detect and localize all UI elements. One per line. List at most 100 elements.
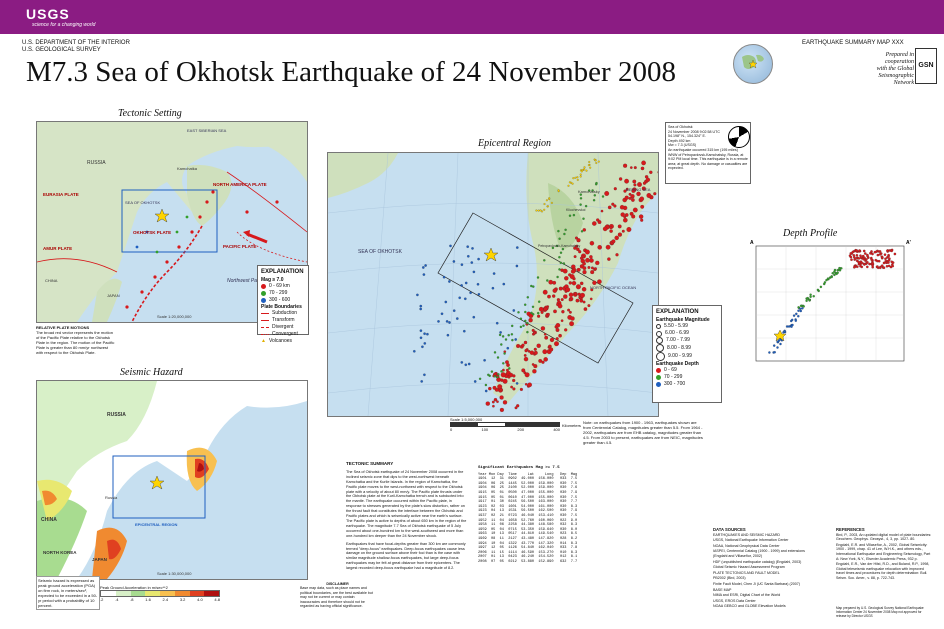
boundary-label: Divergent	[272, 324, 294, 330]
shallow-quake	[540, 326, 546, 331]
profile-shallow-quake	[881, 256, 884, 259]
mag-label: 7.00 - 7.99	[666, 337, 690, 343]
source-line: NIMA and ESRI, Digital Chart of the Worl…	[713, 593, 781, 598]
profile-deep-quake	[797, 314, 800, 318]
deep-quake	[471, 247, 474, 250]
shallow-quake	[547, 294, 551, 299]
shallow-quake	[499, 395, 504, 400]
boundary-label: Transform	[272, 317, 295, 323]
map-footer: Map prepared by U.S. Geological Survey N…	[836, 606, 924, 618]
intermediate-quake	[496, 375, 499, 379]
epi-scale-label: Scale 1:5,000,000	[450, 417, 483, 422]
intermediate-quake	[510, 333, 514, 336]
hazard-label-russia-2: Russia	[105, 495, 118, 500]
source-line: NOAA, National Geophysical Data Center	[713, 543, 780, 548]
scale-tick: 400	[553, 427, 560, 432]
profile-deep-quake	[776, 340, 779, 344]
hazard-scale: Scale 1:30,000,000	[157, 571, 192, 576]
depth-label: 70 - 299	[269, 290, 288, 296]
intermediate-quake	[526, 330, 529, 334]
epicentral-quakes	[413, 158, 658, 412]
intermediate-quake	[568, 214, 572, 217]
profile-label-a: A	[750, 240, 754, 246]
profile-shallow-quake	[866, 253, 869, 257]
sources-list: EARTHQUAKES AND SEISMIC HAZARD USGS, Nati…	[713, 533, 813, 609]
coop-line-2: cooperation	[885, 59, 914, 65]
shallow-quake	[493, 397, 498, 402]
table-row: 1923 04 13 1531 56.500 162.500 030 7.9	[478, 509, 578, 514]
deep-quake	[419, 329, 423, 333]
shallow-quake	[560, 298, 564, 302]
intermediate-quake	[562, 262, 566, 265]
epicentral-map[interactable]: SEA OF OKHOTSK Kamchatsky BERING SEA NOR…	[327, 152, 659, 417]
shallow-quake	[561, 310, 565, 314]
shallow-quake	[617, 224, 622, 229]
tectonic-legend-depth-1: 70 - 299	[261, 290, 305, 297]
epi-depth-row: 300 - 700	[656, 381, 718, 388]
deep-quake	[477, 293, 481, 296]
summary-title: TECTONIC SUMMARY	[346, 461, 394, 466]
shallow-quake	[589, 255, 593, 259]
profile-intermediate-quake	[802, 305, 805, 308]
shallow-quake	[578, 296, 582, 300]
profile-shallow-quake	[849, 252, 853, 255]
shallow-quake	[562, 268, 568, 274]
pga-swatch	[101, 591, 116, 596]
mag-label: 6.00 - 6.99	[665, 330, 689, 336]
depth-label: 300 - 700	[664, 381, 686, 387]
summary-paragraph-1: The Sea of Okhotsk earthquake of 24 Nove…	[346, 469, 467, 538]
volcano-marker	[545, 199, 548, 202]
coop-line-4: Seismographic	[878, 73, 914, 79]
intermediate-quake	[500, 370, 503, 373]
epi-label-kliuchevskoi: Kliuchevskoi	[566, 208, 586, 212]
shallow-quake	[587, 266, 591, 269]
focal-mechanism-beachball-icon[interactable]	[728, 126, 750, 148]
intermediate-quake	[559, 251, 563, 254]
profile-deep-quake	[794, 319, 798, 322]
profile-intermediate-quake	[825, 278, 828, 282]
shallow-quake	[573, 255, 577, 259]
pga-tick: .4	[115, 597, 119, 602]
shallow-quake	[641, 160, 646, 166]
profile-shallow-quake	[863, 263, 866, 266]
depth-profile-chart[interactable]: A A'	[740, 238, 918, 368]
profile-star-icon[interactable]	[773, 329, 787, 342]
shallow-quake	[611, 239, 616, 244]
pga-swatch	[145, 591, 160, 596]
shallow-quake	[569, 321, 575, 327]
shallow-quake	[609, 226, 613, 230]
deep-quake	[464, 281, 468, 285]
shallow-quake	[597, 279, 602, 284]
mag-row: 9.00 - 9.99	[656, 352, 718, 361]
epicentral-star-icon[interactable]	[483, 247, 499, 262]
shallow-quake	[533, 350, 538, 355]
summary-paragraph-2: Earthquakes that have focal-depths great…	[346, 541, 466, 571]
tectonic-summary: TECTONIC SUMMARY The Sea of Okhotsk eart…	[346, 461, 468, 571]
volcano-marker	[572, 177, 575, 180]
intermediate-quake	[511, 338, 514, 342]
source-line: HDF (unpublished earthquake catalog) (En…	[713, 559, 802, 564]
intermediate-quake	[493, 351, 497, 354]
shallow-quake	[613, 187, 617, 191]
epicenter-star-icon[interactable]	[154, 208, 170, 223]
intermediate-quake	[519, 325, 523, 329]
shallow-quake	[564, 328, 568, 332]
hazard-label-china: CHINA	[41, 517, 57, 523]
usgs-logo[interactable]: USGS	[26, 6, 70, 22]
deep-quake	[445, 320, 449, 323]
shallow-quake	[645, 177, 651, 182]
boundary-transform: Transform	[261, 317, 305, 324]
shallow-quake	[524, 382, 528, 386]
shallow-quake	[628, 196, 632, 200]
tectonic-map[interactable]: EAST SIBERIAN SEA RUSSIA EURASIA PLATE N…	[36, 121, 308, 323]
sources-title: DATA SOURCES	[713, 527, 746, 532]
hazard-epicenter-star-icon[interactable]	[149, 475, 165, 490]
profile-shallow-quake	[878, 250, 882, 253]
seismic-hazard-map[interactable]: RUSSIA CHINA NORTH KOREA JAPAN EPICENTRA…	[36, 380, 308, 580]
volcano-marker	[589, 166, 592, 169]
header-banner	[0, 0, 944, 34]
globe-svg	[742, 54, 764, 69]
shallow-quake	[543, 357, 548, 362]
depth-dot-icon	[656, 368, 661, 373]
deep-quake	[464, 297, 467, 301]
